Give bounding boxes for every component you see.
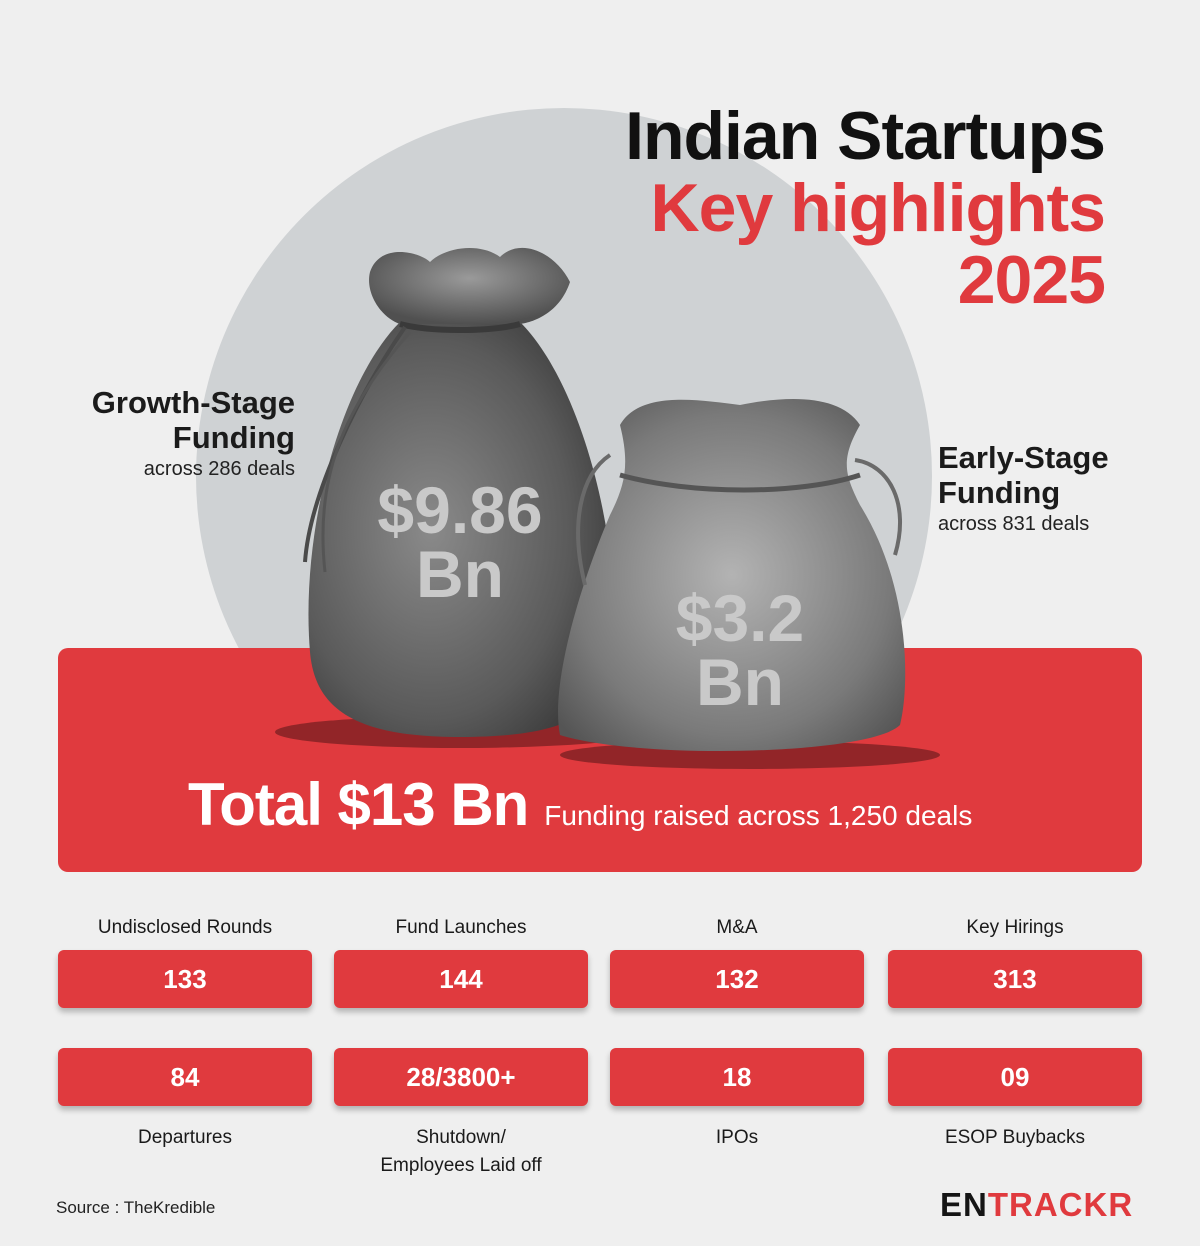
title-line-1: Indian Startups <box>625 98 1106 174</box>
stat-label-ma: M&A <box>716 917 758 938</box>
title-line-2: Key highlights <box>650 170 1106 246</box>
stat-label-esop: ESOP Buybacks <box>888 1124 1142 1152</box>
stat-value-undisclosed: 133 <box>58 950 312 1008</box>
early-amount-value: $3.2 <box>675 581 805 655</box>
stat-value-ma: 132 <box>610 950 864 1008</box>
ipos-label: IPOs <box>715 1127 759 1148</box>
logo-part-1: EN <box>940 1186 988 1223</box>
growth-deals: across 286 deals <box>143 458 295 480</box>
page-title: Indian Startups Key highlights 2025 <box>625 98 1106 318</box>
stat-label-key-hirings: Key Hirings <box>966 917 1064 938</box>
stat-value-esop: 09 <box>888 1048 1142 1106</box>
stat-value-fund-launches: 144 <box>334 950 588 1008</box>
shutdown-label-1: Shutdown/ <box>416 1127 506 1148</box>
growth-amount-unit: Bn <box>416 537 504 611</box>
logo-part-2: TRACKR <box>987 1186 1134 1223</box>
title-line-3: 2025 <box>957 242 1106 318</box>
total-description: Funding raised across 1,250 deals <box>544 800 973 831</box>
growth-amount: $9.86 Bn <box>350 473 570 611</box>
early-title-1: Early-Stage <box>938 440 1109 475</box>
esop-label: ESOP Buybacks <box>944 1127 1086 1148</box>
money-bag-icon <box>275 247 645 748</box>
early-amount-unit: Bn <box>696 645 784 719</box>
growth-amount-value: $9.86 <box>377 473 543 547</box>
money-bag-icon <box>558 399 940 769</box>
early-title-2: Funding <box>938 475 1061 510</box>
stat-label-ipos: IPOs <box>610 1124 864 1152</box>
growth-stage-label: Growth-Stage Funding across 286 deals <box>92 385 295 483</box>
stat-value-shutdown: 28/3800+ <box>334 1048 588 1106</box>
total-amount: Total $13 Bn <box>188 771 529 838</box>
source-note: Source : TheKredible <box>56 1198 216 1217</box>
growth-title-1: Growth-Stage <box>91 385 295 420</box>
entrackr-logo: ENTRACKR <box>940 1186 1133 1224</box>
stat-value-ipos: 18 <box>610 1048 864 1106</box>
departures-label: Departures <box>138 1127 232 1148</box>
stat-label-departures: Departures <box>58 1124 312 1152</box>
early-deals: across 831 deals <box>938 513 1090 535</box>
total-summary: Total $13 Bn Funding raised across 1,250… <box>188 770 972 839</box>
stat-label-fund-launches: Fund Launches <box>395 917 527 938</box>
early-stage-label: Early-Stage Funding across 831 deals <box>938 440 1109 538</box>
stat-value-departures: 84 <box>58 1048 312 1106</box>
early-amount: $3.2 Bn <box>640 581 840 719</box>
stat-label-undisclosed: Undisclosed Rounds <box>97 917 273 938</box>
shutdown-label-2: Employees Laid off <box>380 1155 542 1176</box>
growth-title-2: Funding <box>172 420 295 455</box>
stat-label-shutdown: Shutdown/ Employees Laid off <box>334 1124 588 1180</box>
stat-value-key-hirings: 313 <box>888 950 1142 1008</box>
